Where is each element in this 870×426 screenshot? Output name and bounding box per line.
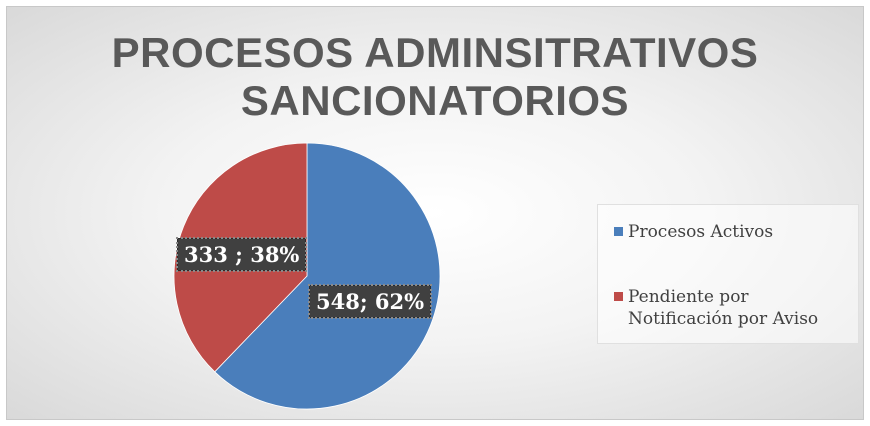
chart-title-line-1: PROCESOS ADMINSITRATIVOS	[111, 29, 759, 76]
pie-slice-0	[214, 142, 441, 410]
data-label-pendiente: 333 ; 38%	[175, 237, 308, 272]
data-label-procesos-activos: 548; 62%	[307, 284, 433, 319]
legend-label-procesos-activos: Procesos Activos	[628, 222, 774, 242]
chart-title-line-2: SANCIONATORIOS	[240, 77, 630, 124]
legend-label-pendiente-line-1: Pendiente por	[628, 287, 749, 307]
legend-item-procesos-activos: Procesos Activos	[614, 221, 773, 243]
legend-item-pendiente: Pendiente por Notificación por Aviso	[614, 286, 818, 330]
legend-label-pendiente-line-2: Notificación por Aviso	[628, 309, 819, 329]
chart-title: PROCESOS ADMINSITRATIVOS SANCIONATORIOS	[7, 29, 863, 125]
legend-swatch-blue	[614, 227, 623, 236]
legend: Procesos Activos Pendiente por Notificac…	[597, 204, 859, 344]
legend-swatch-red	[614, 292, 623, 301]
